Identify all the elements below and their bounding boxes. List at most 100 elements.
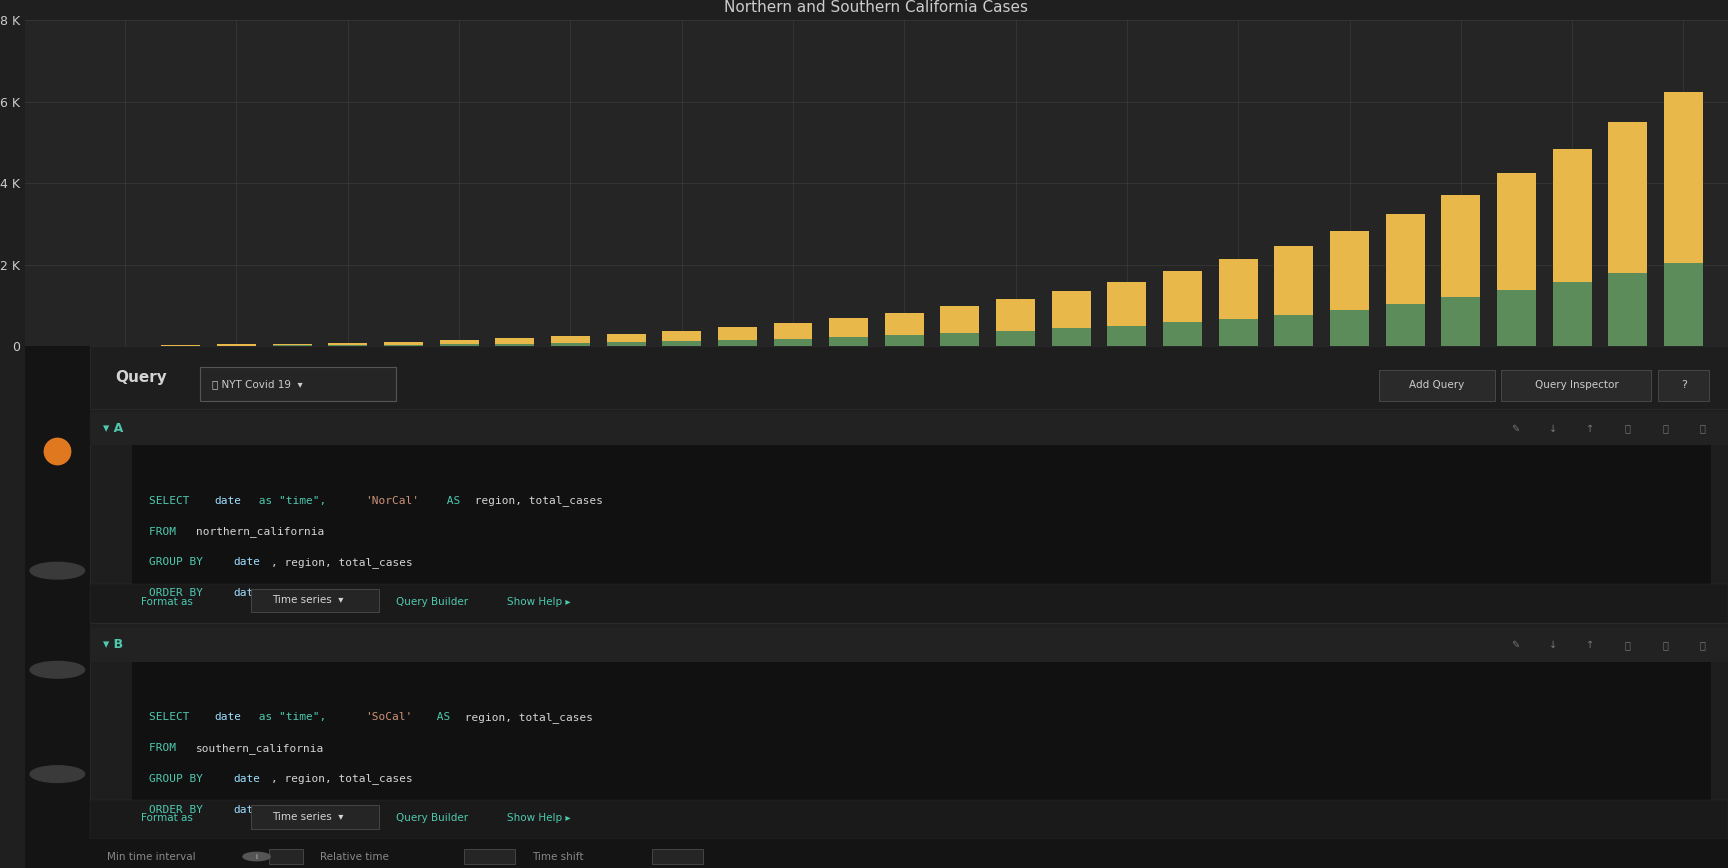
Text: 'SoCal': 'SoCal' [365,713,411,722]
Bar [551,336,589,343]
Bar [200,367,396,401]
Text: ↓: ↓ [1548,640,1557,650]
Bar [940,306,980,333]
Bar [1441,298,1481,346]
Circle shape [244,852,270,861]
Text: Query: Query [116,370,168,385]
Bar [496,344,534,346]
Bar [995,299,1035,331]
Text: 👁: 👁 [1662,424,1668,433]
Text: Min time interval: Min time interval [107,852,195,862]
Text: date: date [233,588,261,598]
Bar [774,339,812,346]
Text: Time series  ▾: Time series ▾ [271,812,344,822]
Bar [1379,371,1495,401]
Text: GROUP BY: GROUP BY [149,557,211,568]
Text: date: date [233,557,261,568]
Text: ↓: ↓ [1548,424,1557,433]
Bar [940,333,980,346]
Bar [90,583,1728,623]
Text: Relative time: Relative time [320,852,389,862]
Circle shape [29,661,85,678]
Bar [465,849,515,865]
Bar [90,346,1728,409]
Bar [252,806,378,829]
Text: Query Builder: Query Builder [396,597,468,607]
Bar [662,341,702,346]
Bar [1331,231,1369,310]
Text: ✎: ✎ [1510,640,1519,650]
Bar [1496,173,1536,290]
Bar [607,342,646,346]
Text: SELECT: SELECT [149,496,197,506]
Bar [1386,304,1424,346]
Text: 1h: 1h [670,852,684,862]
Bar [273,344,311,345]
Bar [717,327,757,340]
Bar [885,335,924,346]
Text: i: i [256,853,257,859]
Bar [1609,273,1647,346]
Bar [24,839,1728,868]
Text: Time shift: Time shift [532,852,584,862]
Bar [24,346,90,868]
Text: Time series  ▾: Time series ▾ [271,595,344,605]
Bar [1664,263,1704,346]
Text: ⎘: ⎘ [1624,640,1631,650]
Bar [273,345,311,346]
Text: SELECT: SELECT [149,713,197,722]
Circle shape [29,562,85,579]
Bar [328,343,368,345]
Text: , region, total_cases: , region, total_cases [271,557,413,568]
Bar [1331,310,1369,346]
Bar [551,343,589,346]
Text: southern_california: southern_california [197,743,325,753]
Bar [496,339,534,344]
Text: as "time",: as "time", [252,713,334,722]
Bar [1052,328,1090,346]
Bar [90,411,1728,623]
Text: 0: 0 [282,852,289,862]
Bar [90,628,1728,662]
Bar [384,341,423,345]
Text: ↑: ↑ [1586,640,1595,650]
Text: Show Help ▸: Show Help ▸ [506,813,570,824]
Text: date: date [233,773,261,784]
Bar [1553,282,1591,346]
Bar [1609,122,1647,273]
Text: ORDER BY: ORDER BY [149,805,211,814]
Bar [885,312,924,335]
Text: region, total_cases: region, total_cases [468,496,603,506]
Bar [607,333,646,342]
Bar [1275,314,1313,346]
Bar [90,800,1728,839]
Bar [662,331,702,341]
Bar [829,318,867,337]
Text: northern_california: northern_california [197,526,325,537]
Bar [1163,271,1203,322]
Bar [651,849,703,865]
Bar [328,345,368,346]
Text: 🗑: 🗑 [1700,640,1706,650]
Bar [1218,319,1258,346]
Text: 'NorCal': 'NorCal' [365,496,418,506]
Bar [1664,92,1704,263]
Text: ✎: ✎ [1510,424,1519,433]
Text: Format as: Format as [140,597,192,607]
Bar [439,340,479,345]
Bar [995,331,1035,346]
Text: Show Help ▸: Show Help ▸ [506,597,570,607]
Bar [90,411,1728,445]
Text: ▾ A: ▾ A [104,422,124,435]
Text: AS: AS [430,713,451,722]
Bar [1553,149,1591,282]
Bar [133,662,1711,800]
Bar [1659,371,1709,401]
Text: FROM: FROM [149,527,183,536]
Bar [1163,322,1203,346]
Bar [133,445,1711,583]
Text: ↑: ↑ [1586,424,1595,433]
Bar [1496,290,1536,346]
Text: , region, total_cases: , region, total_cases [271,773,413,785]
Text: FROM: FROM [149,743,183,753]
